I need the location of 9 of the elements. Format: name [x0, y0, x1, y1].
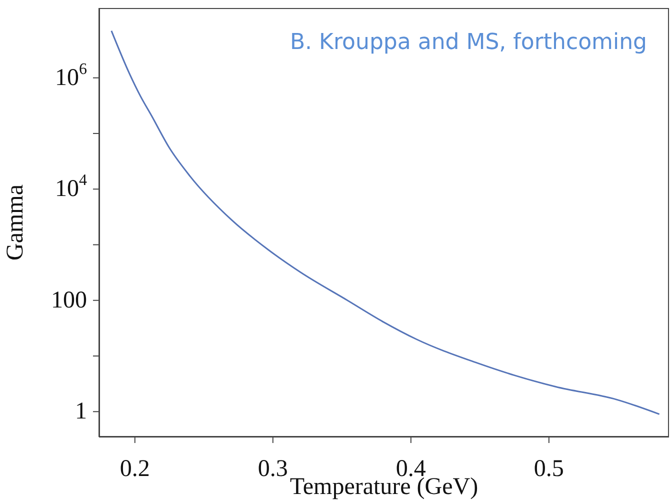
y-tick-label: 10$^{6}$ — [55, 60, 87, 91]
y-tick-label: 1 — [75, 398, 87, 425]
y-tick-label: 100 — [51, 287, 87, 314]
x-tick-label: 0.3 — [258, 456, 288, 482]
y-axis-title: Gamma — [2, 184, 29, 260]
x-tick-label: 0.5 — [534, 456, 564, 482]
x-tick-label: 0.2 — [120, 456, 150, 482]
annotation: B. Krouppa and MS, forthcoming — [290, 30, 647, 55]
y-tick-label: 10$^{4}$ — [55, 172, 87, 202]
